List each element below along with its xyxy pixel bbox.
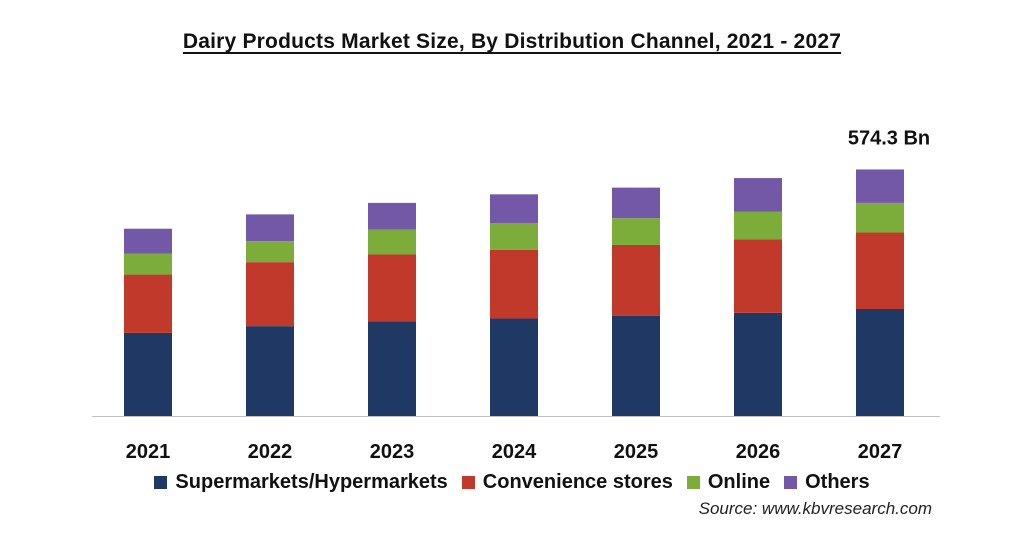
x-tick-label-2025: 2025 [614, 441, 659, 463]
legend-item-convenience: Convenience stores [461, 471, 673, 494]
x-tick-label-2023: 2023 [370, 441, 415, 463]
bar-online-2024 [490, 222, 538, 250]
bar-others-2024 [490, 194, 538, 223]
legend-item-online: Online [686, 471, 771, 494]
bar-supermarkets-hypermarkets-2023 [368, 321, 416, 416]
legend-label-others: Others [805, 471, 870, 493]
bar-supermarkets-hypermarkets-2025 [612, 315, 660, 416]
legend-swatch-others [784, 476, 798, 489]
bar-online-2026 [734, 211, 782, 240]
bar-online-2023 [368, 229, 416, 255]
bar-supermarkets-hypermarkets-2024 [490, 318, 538, 416]
bar-others-2023 [368, 202, 416, 230]
bar-online-2022 [246, 241, 294, 263]
bar-others-2026 [734, 178, 782, 212]
bar-convenience-stores-2022 [246, 262, 294, 327]
legend-item-others: Others [784, 471, 870, 494]
bar-others-2027 [856, 169, 904, 203]
x-tick-label-2027: 2027 [858, 441, 903, 463]
bar-convenience-stores-2027 [856, 232, 904, 309]
legend-swatch-supermarkets [154, 476, 168, 489]
bar-online-2021 [124, 253, 172, 275]
chart-legend: Supermarkets/Hypermarkets Convenience st… [0, 471, 1024, 494]
bar-convenience-stores-2026 [734, 239, 782, 313]
total-annotation: 574.3 Bn [848, 127, 930, 149]
legend-swatch-convenience [461, 476, 475, 489]
bar-online-2027 [856, 202, 904, 233]
x-tick-label-2021: 2021 [126, 441, 171, 463]
bar-convenience-stores-2023 [368, 254, 416, 322]
bar-others-2025 [612, 187, 660, 219]
bar-others-2021 [124, 228, 172, 254]
bar-online-2025 [612, 218, 660, 245]
legend-label-convenience: Convenience stores [482, 471, 673, 493]
x-tick-label-2026: 2026 [736, 441, 781, 463]
bar-supermarkets-hypermarkets-2026 [734, 312, 782, 416]
bar-supermarkets-hypermarkets-2021 [124, 332, 172, 416]
source-note: Source: www.kbvresearch.com [698, 499, 932, 518]
bar-convenience-stores-2025 [612, 244, 660, 316]
bar-supermarkets-hypermarkets-2022 [246, 326, 294, 416]
bar-supermarkets-hypermarkets-2027 [856, 308, 904, 416]
x-tick-label-2024: 2024 [492, 441, 537, 463]
legend-label-supermarkets: Supermarkets/Hypermarkets [175, 471, 448, 493]
legend-item-supermarkets: Supermarkets/Hypermarkets [154, 471, 448, 494]
chart-title: Dairy Products Market Size, By Distribut… [182, 30, 842, 53]
bar-convenience-stores-2021 [124, 274, 172, 333]
legend-label-online: Online [707, 471, 771, 493]
x-tick-label-2022: 2022 [248, 441, 293, 463]
bar-others-2022 [246, 214, 294, 242]
legend-swatch-online [686, 476, 700, 489]
bar-convenience-stores-2024 [490, 249, 538, 319]
